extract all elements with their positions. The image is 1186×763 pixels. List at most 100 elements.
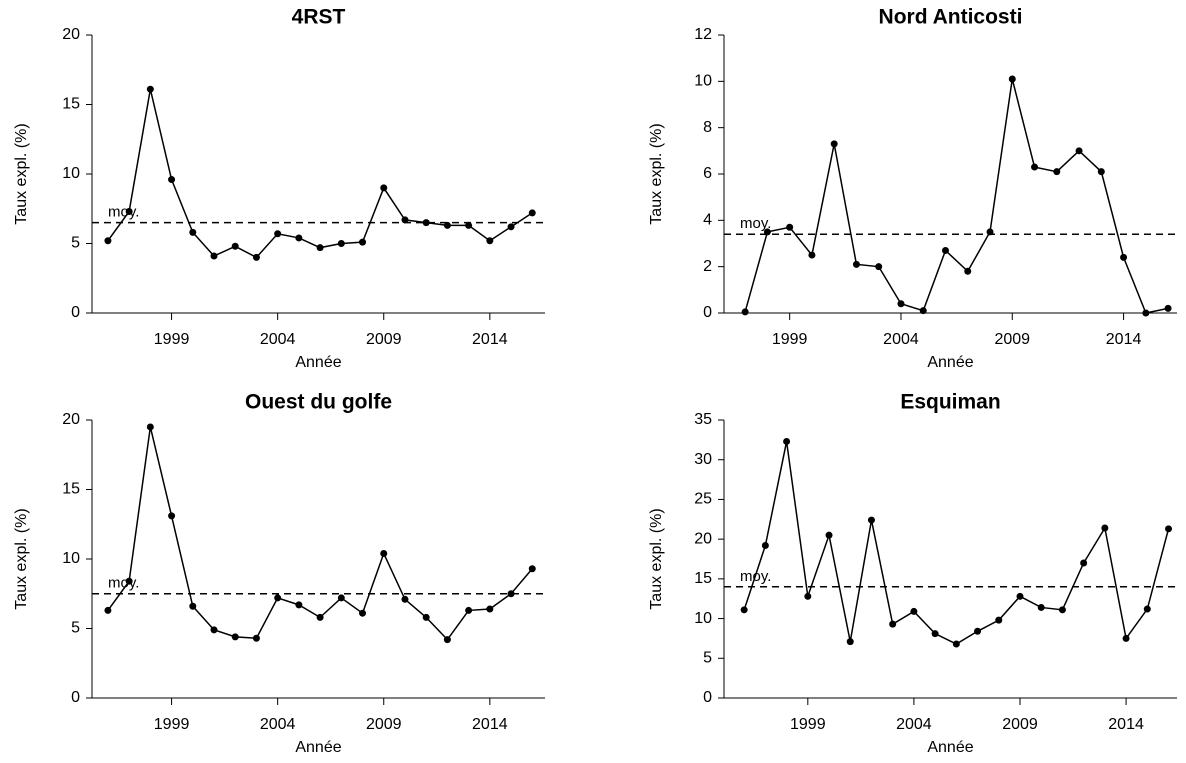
y-tick-label: 15 (62, 481, 80, 498)
data-point (528, 565, 536, 573)
data-point (889, 620, 897, 628)
y-tick-label: 8 (703, 119, 712, 136)
y-tick-label: 20 (694, 530, 712, 547)
y-tick-label: 30 (694, 451, 712, 468)
data-point (1164, 304, 1172, 312)
data-point (740, 606, 748, 614)
data-point (763, 228, 771, 236)
data-point (231, 633, 239, 641)
x-axis-label: Année (927, 739, 973, 756)
y-tick-label: 0 (703, 304, 712, 321)
data-point (210, 626, 218, 634)
y-tick-label: 0 (703, 689, 712, 706)
data-point (1058, 606, 1066, 614)
x-tick-label: 2004 (260, 331, 296, 348)
data-point (252, 634, 260, 642)
data-point (1097, 168, 1105, 176)
data-point (146, 423, 154, 431)
data-point (274, 230, 282, 238)
data-point (443, 221, 451, 229)
data-point (125, 577, 133, 585)
data-point (910, 607, 918, 615)
data-point (465, 606, 473, 614)
x-tick-label: 1999 (154, 331, 190, 348)
data-point (168, 176, 176, 184)
data-point (783, 437, 791, 445)
panel: Ouest du golfe 0 5 10 15 20 1999 2004 2009 2014 An… (13, 391, 545, 756)
data-point (146, 85, 154, 93)
x-tick-label: 2014 (472, 331, 508, 348)
x-axis-label: Année (295, 354, 341, 371)
data-point (804, 592, 812, 600)
data-point (931, 630, 939, 638)
data-point (1122, 634, 1130, 642)
data-point (486, 605, 494, 613)
x-axis-label: Année (927, 354, 973, 371)
chart-title: Nord Anticosti (879, 6, 1023, 29)
data-point (830, 140, 838, 148)
x-axis-label: Année (295, 739, 341, 756)
data-point (952, 640, 960, 648)
data-point (231, 242, 239, 250)
data-point (1031, 163, 1039, 171)
data-line (743, 441, 1170, 645)
data-point (104, 237, 112, 245)
y-tick-label: 35 (694, 411, 712, 428)
data-point (1120, 253, 1128, 261)
data-point (846, 638, 854, 646)
y-axis-label: Taux expl. (%) (648, 508, 665, 609)
data-point (104, 606, 112, 614)
x-tick-label: 2004 (896, 716, 932, 733)
data-point (1165, 525, 1173, 533)
data-point (486, 237, 494, 245)
x-tick-label: 2004 (260, 716, 296, 733)
data-point (125, 208, 133, 216)
data-point (875, 263, 883, 271)
data-point (1101, 524, 1109, 532)
data-point (867, 516, 875, 524)
data-point (1037, 603, 1045, 611)
data-point (380, 549, 388, 557)
data-point (316, 613, 324, 621)
x-tick-label: 2014 (1108, 716, 1144, 733)
data-point (295, 234, 303, 242)
x-tick-label: 1999 (154, 716, 190, 733)
data-point (995, 616, 1003, 624)
y-tick-label: 10 (62, 165, 80, 182)
y-tick-label: 20 (62, 26, 80, 43)
data-point (1143, 605, 1151, 613)
data-line (744, 78, 1169, 314)
data-point (1053, 168, 1061, 176)
y-axis-label: Taux expl. (%) (13, 508, 30, 609)
data-line (107, 89, 533, 259)
data-point (465, 221, 473, 229)
y-tick-label: 5 (71, 620, 80, 637)
data-point (974, 627, 982, 635)
data-point (422, 219, 430, 227)
data-point (919, 307, 927, 315)
data-point (337, 240, 345, 247)
x-tick-label: 2014 (472, 716, 508, 733)
y-tick-label: 15 (694, 570, 712, 587)
data-point (422, 613, 430, 621)
data-point (1016, 592, 1024, 600)
data-point (507, 590, 515, 598)
panel: Esquiman 0 5 10 15 20 25 30 35 1999 2004 2009 2014 An… (648, 391, 1177, 756)
data-point (295, 601, 303, 609)
data-point (252, 253, 260, 261)
chart-title: Esquiman (900, 391, 1000, 414)
y-tick-label: 10 (694, 73, 712, 90)
data-point (337, 594, 345, 602)
y-tick-label: 10 (694, 610, 712, 627)
data-point (1080, 559, 1088, 567)
data-point (808, 251, 816, 259)
y-tick-label: 5 (71, 235, 80, 252)
x-tick-label: 2004 (883, 331, 919, 348)
panel: Nord Anticosti 0 2 4 6 8 10 12 1999 2004 2009 2014 A… (648, 6, 1177, 371)
y-tick-label: 4 (703, 212, 712, 229)
mean-label: moy. (108, 204, 139, 221)
data-point (507, 223, 515, 231)
y-tick-label: 6 (703, 165, 712, 182)
data-point (274, 594, 282, 602)
